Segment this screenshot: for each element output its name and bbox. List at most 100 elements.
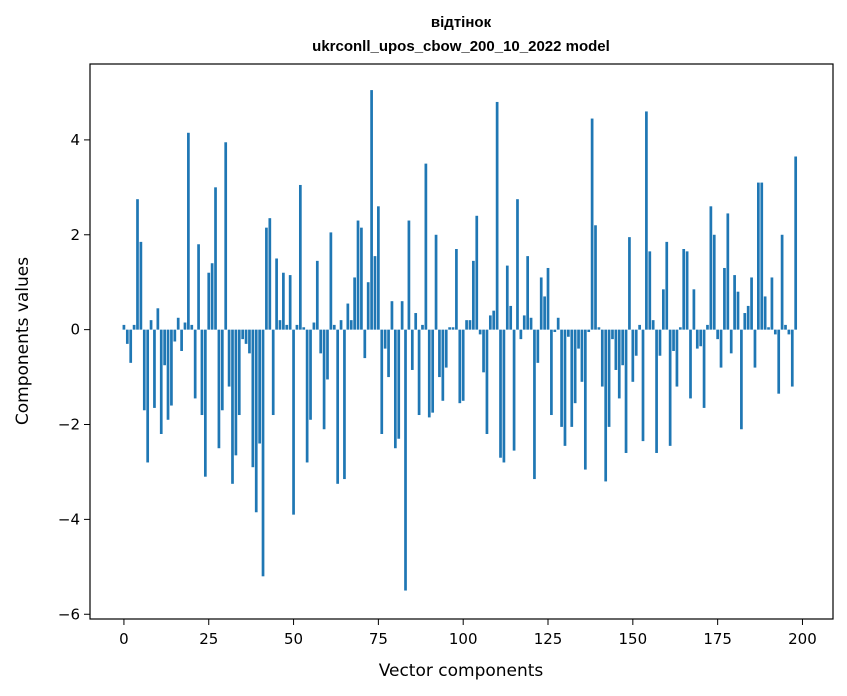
- bar-173: [709, 206, 713, 330]
- bar-30: [224, 142, 228, 330]
- bar-41: [261, 329, 265, 577]
- bar-180: [733, 275, 736, 330]
- bar-52: [298, 184, 302, 330]
- bar-55: [309, 329, 312, 420]
- bar-141: [600, 329, 604, 387]
- bar-40: [258, 329, 261, 444]
- bar-110: [495, 101, 499, 330]
- bar-174: [712, 234, 716, 330]
- bar-134: [577, 329, 580, 349]
- bar-65: [343, 329, 346, 480]
- y-tick-label: −6: [58, 605, 80, 623]
- bar-139: [594, 225, 597, 330]
- x-tick-label: 175: [703, 630, 732, 648]
- bar-127: [553, 329, 557, 333]
- bar-98: [455, 249, 458, 330]
- bar-117: [519, 329, 523, 340]
- bar-24: [203, 329, 207, 477]
- bar-100: [461, 329, 465, 401]
- bar-120: [529, 317, 533, 330]
- bar-88: [421, 324, 424, 330]
- bar-175: [716, 329, 719, 340]
- bar-193: [777, 329, 781, 394]
- bar-156: [651, 320, 655, 330]
- bar-108: [488, 315, 492, 330]
- bar-94: [441, 329, 445, 401]
- bar-149: [628, 237, 631, 330]
- bar-62: [332, 324, 336, 330]
- x-axis-label: Vector components: [379, 661, 544, 681]
- bar-177: [723, 267, 726, 330]
- bar-188: [760, 182, 764, 330]
- x-tick-label: 75: [369, 630, 388, 648]
- bar-3: [132, 324, 136, 330]
- bar-116: [516, 199, 519, 330]
- bar-151: [634, 329, 638, 356]
- bar-158: [658, 329, 662, 356]
- y-tick-label: 0: [70, 321, 80, 339]
- bar-76: [380, 329, 384, 434]
- bar-78: [387, 329, 390, 378]
- bar-47: [282, 272, 285, 330]
- bar-8: [149, 320, 153, 330]
- bar-84: [407, 220, 411, 330]
- bar-145: [614, 329, 618, 370]
- bar-14: [170, 329, 173, 406]
- bar-33: [234, 329, 238, 456]
- bar-178: [726, 213, 730, 330]
- bar-91: [431, 329, 435, 413]
- bar-85: [410, 329, 414, 370]
- bar-182: [740, 329, 743, 430]
- bar-128: [556, 317, 560, 330]
- bar-11: [159, 329, 163, 434]
- y-tick-label: 2: [70, 226, 80, 244]
- bar-27: [214, 187, 217, 330]
- bar-111: [499, 329, 502, 458]
- bar-60: [326, 329, 329, 380]
- bar-146: [617, 329, 621, 399]
- bar-159: [662, 289, 665, 330]
- bar-34: [237, 329, 241, 416]
- bar-165: [682, 249, 686, 330]
- bar-171: [702, 329, 706, 408]
- bar-7: [146, 329, 150, 463]
- bar-93: [438, 329, 441, 378]
- bar-125: [546, 267, 550, 330]
- bar-131: [567, 329, 570, 337]
- bar-164: [678, 327, 682, 330]
- bar-133: [573, 329, 577, 404]
- bar-4: [136, 199, 139, 330]
- bar-113: [505, 265, 509, 330]
- bar-153: [641, 329, 645, 442]
- bar-31: [227, 329, 231, 387]
- bar-32: [231, 329, 234, 484]
- bar-192: [773, 329, 777, 335]
- bar-138: [590, 118, 594, 330]
- bar-38: [251, 329, 255, 468]
- bar-18: [183, 322, 187, 330]
- bar-103: [472, 260, 475, 330]
- bar-186: [753, 329, 757, 368]
- bar-109: [492, 310, 496, 330]
- bar-9: [153, 329, 156, 408]
- bar-150: [631, 329, 635, 382]
- bar-95: [444, 329, 448, 368]
- bar-61: [329, 232, 333, 330]
- bar-183: [743, 313, 747, 330]
- bar-10: [156, 308, 160, 330]
- bar-50: [292, 329, 295, 515]
- bar-112: [502, 329, 506, 463]
- bar-54: [305, 329, 309, 463]
- bars-group: [122, 90, 798, 591]
- bar-23: [200, 329, 204, 416]
- bar-6: [142, 329, 146, 411]
- bar-185: [750, 277, 753, 330]
- bar-64: [339, 320, 343, 330]
- bar-195: [784, 324, 787, 330]
- bar-96: [448, 327, 451, 330]
- bar-137: [587, 329, 591, 333]
- bar-181: [736, 291, 740, 330]
- y-axis: −6 −4 −2 0 2 4: [58, 131, 90, 623]
